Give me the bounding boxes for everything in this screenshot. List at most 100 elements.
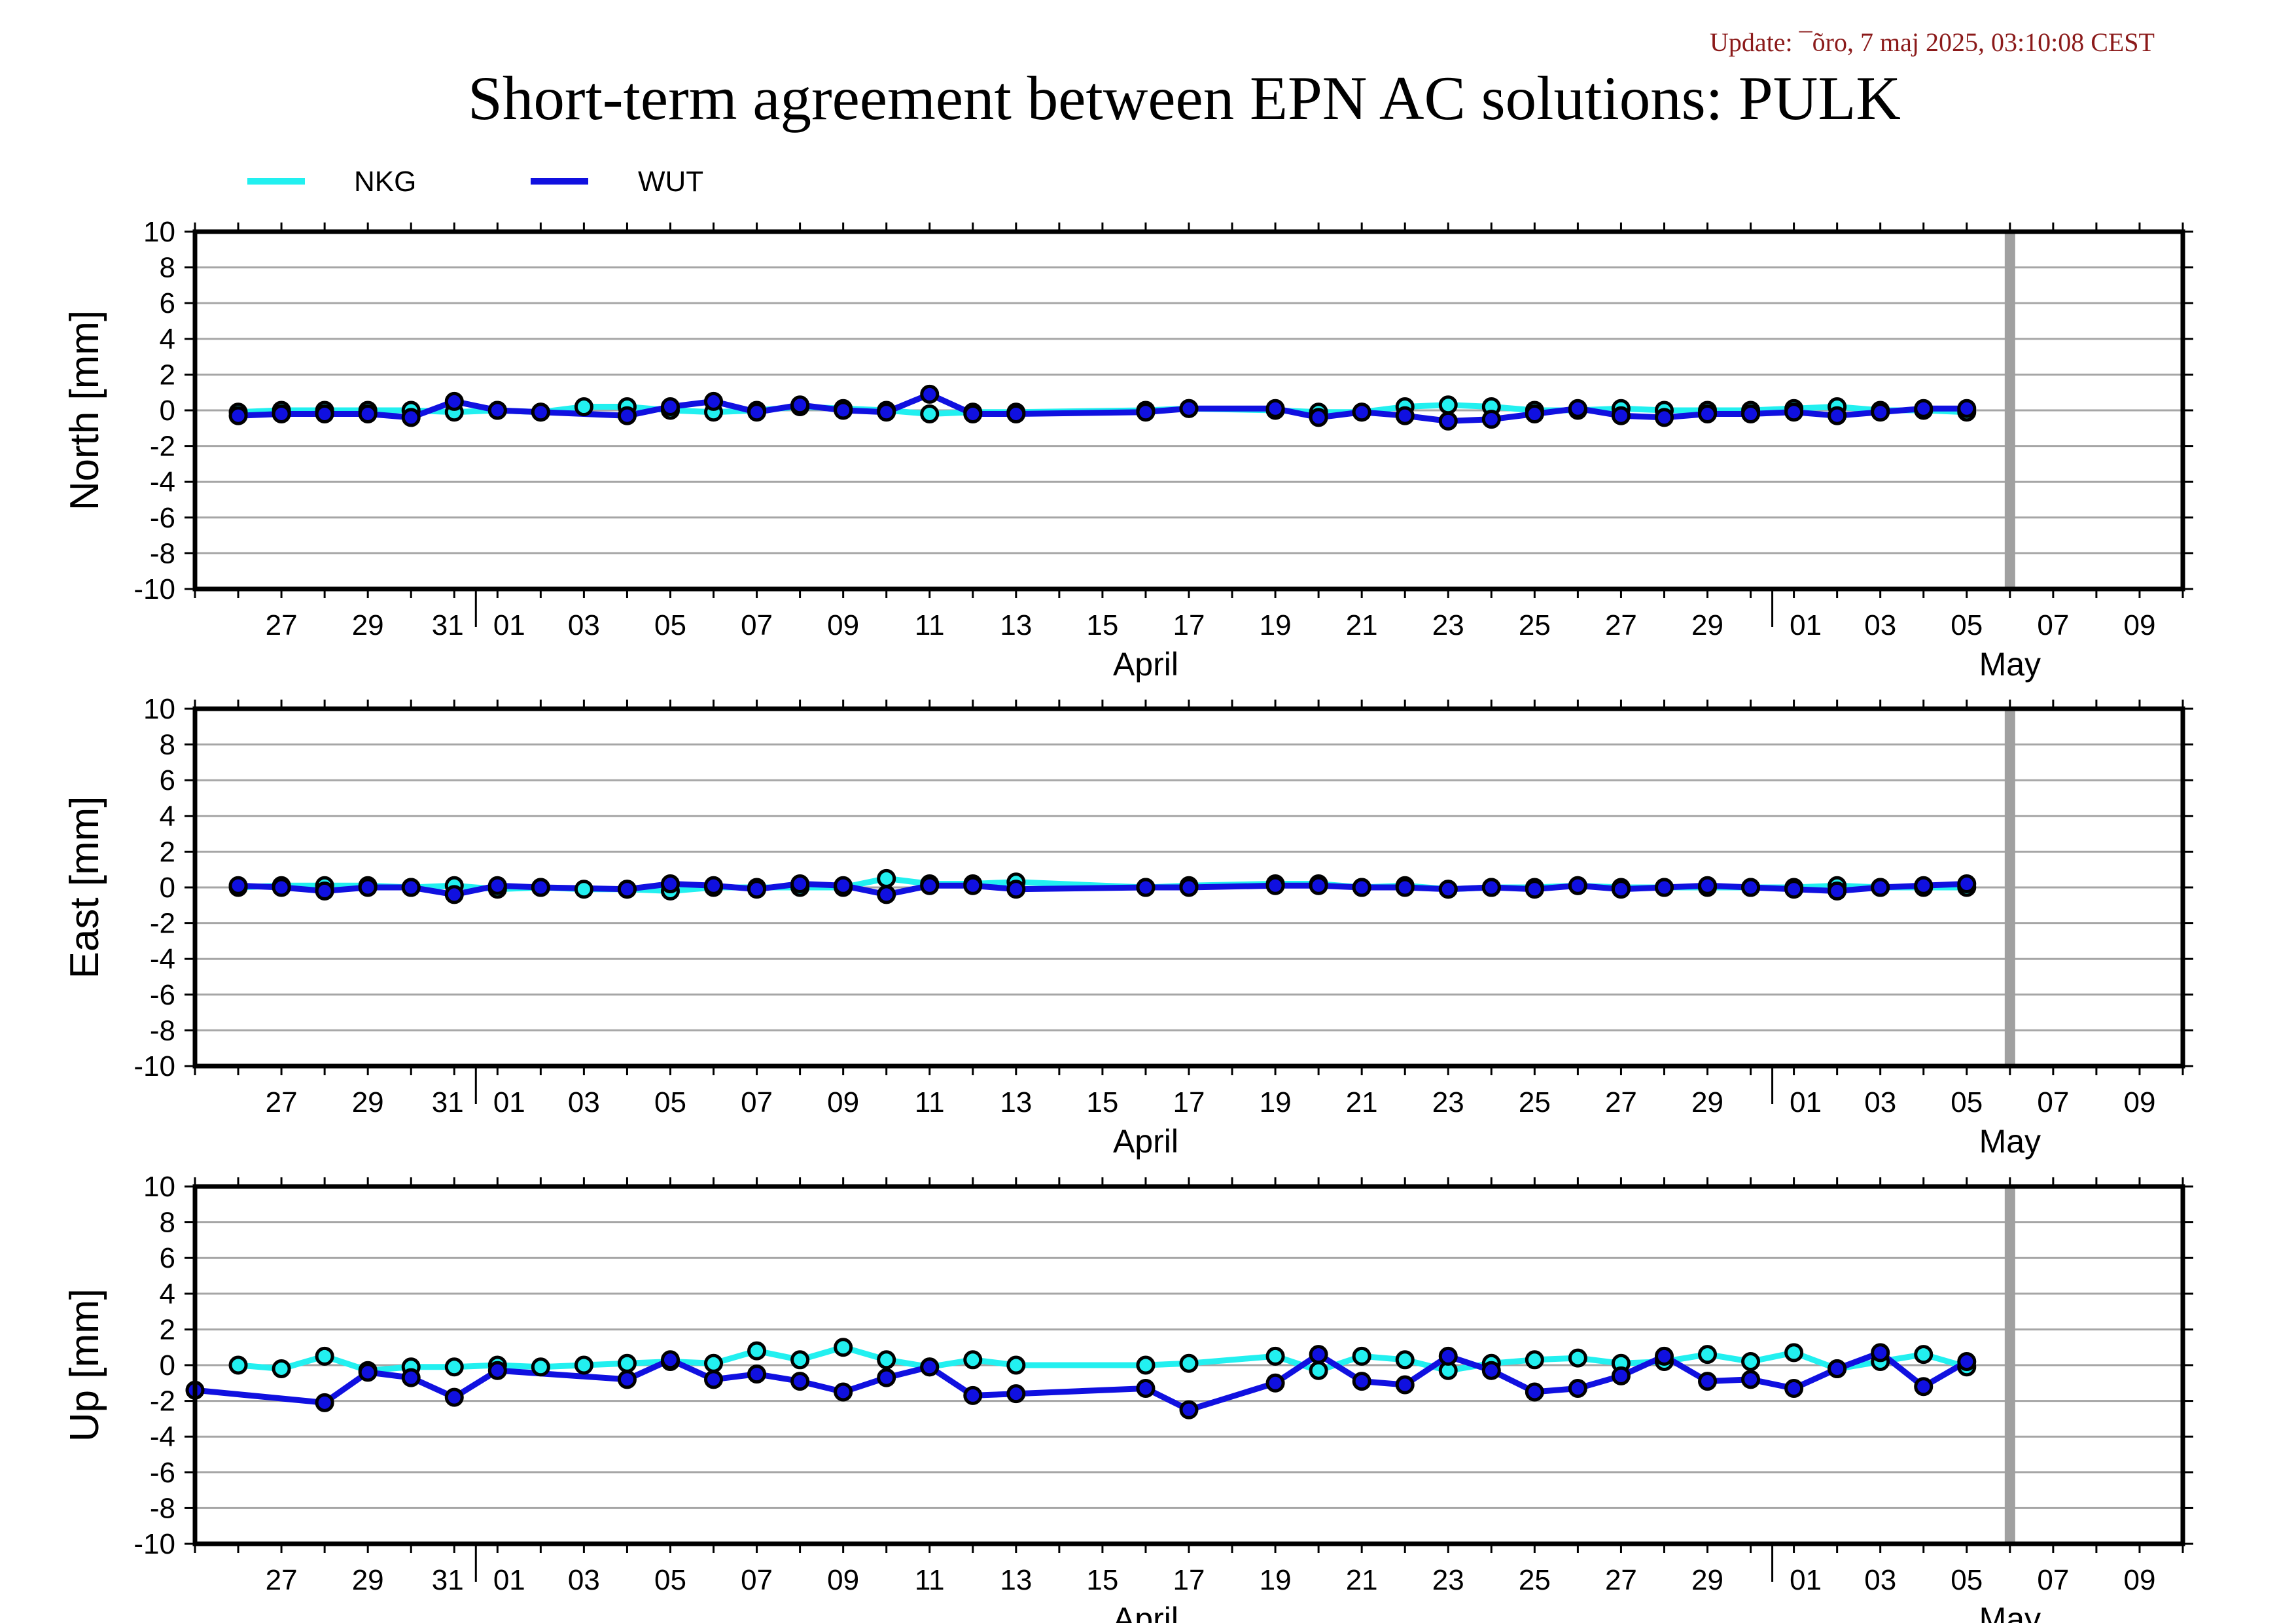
data-point-wut xyxy=(315,881,334,901)
data-point-wut xyxy=(1525,1382,1544,1402)
y-tick-label: 8 xyxy=(160,729,175,761)
data-point-wut xyxy=(660,1350,680,1370)
month-label: May xyxy=(1979,1601,2041,1623)
x-tick-label: 09 xyxy=(2123,609,2155,641)
data-point-wut xyxy=(617,1370,637,1389)
plot-frame xyxy=(192,229,2185,592)
x-tick-label: 03 xyxy=(568,609,600,641)
data-point-wut xyxy=(401,408,421,427)
y-tick-label: 0 xyxy=(160,872,175,904)
current-date-marker xyxy=(2004,709,2015,1066)
data-point-wut xyxy=(1481,1361,1501,1380)
data-point-wut xyxy=(1611,406,1631,425)
y-tick-label: -10 xyxy=(133,1528,175,1560)
data-point-wut xyxy=(1136,878,1156,897)
data-point-nkg xyxy=(1784,1343,1804,1363)
data-point-wut xyxy=(1525,880,1544,899)
current-date-marker xyxy=(2004,1186,2015,1544)
data-point-nkg xyxy=(1741,1352,1761,1372)
data-point-nkg xyxy=(574,1355,593,1375)
data-point-wut xyxy=(660,397,680,417)
x-tick-label: 03 xyxy=(568,1086,600,1118)
legend: NKG WUT xyxy=(247,166,703,198)
x-tick-label: 29 xyxy=(1691,609,1723,641)
data-point-wut xyxy=(1309,1345,1328,1364)
x-tick-label: 29 xyxy=(352,1086,384,1118)
y-tick-label: -2 xyxy=(150,908,175,940)
data-point-wut xyxy=(704,1370,724,1389)
data-point-nkg xyxy=(574,397,593,417)
data-point-wut xyxy=(1352,1372,1371,1391)
data-point-nkg xyxy=(1438,395,1458,415)
data-point-wut xyxy=(228,876,248,895)
data-point-wut xyxy=(531,878,550,897)
data-point-wut xyxy=(1784,880,1804,899)
data-point-wut xyxy=(1438,880,1458,899)
data-point-nkg xyxy=(877,1350,896,1370)
x-tick-label: 19 xyxy=(1260,1086,1292,1118)
y-tick-label: -10 xyxy=(133,573,175,605)
data-point-wut xyxy=(531,402,550,422)
x-tick-label: 21 xyxy=(1346,609,1378,641)
x-tick-label: 11 xyxy=(915,1086,945,1118)
data-point-wut xyxy=(1828,881,1847,901)
y-tick-label: 10 xyxy=(143,1171,175,1203)
data-point-wut xyxy=(444,391,464,411)
x-tick-label: 15 xyxy=(1086,609,1118,641)
data-point-wut xyxy=(272,404,291,423)
data-point-wut xyxy=(920,876,940,895)
y-tick-label: -6 xyxy=(150,502,175,534)
panel-east: 10 86 4 2 0 -2-4 -6-8 -10 27 29 31 01 03 05 07 09 11 13 15… xyxy=(62,693,2193,1160)
series-layer xyxy=(228,384,1977,431)
data-point-wut xyxy=(1784,1378,1804,1398)
data-point-wut xyxy=(834,1382,853,1402)
data-point-nkg xyxy=(1395,1350,1415,1370)
y-tick-label: -8 xyxy=(150,1492,175,1524)
data-point-nkg xyxy=(228,1355,248,1375)
y-tick-label: -4 xyxy=(150,466,175,498)
x-tick-label: 01 xyxy=(1790,1086,1822,1118)
x-tick-label: 09 xyxy=(2123,1086,2155,1118)
data-point-nkg xyxy=(963,1350,983,1370)
data-point-wut xyxy=(834,876,853,895)
y-tick-label: 6 xyxy=(160,1242,175,1274)
x-tick-label: 25 xyxy=(1519,1086,1551,1118)
data-point-wut xyxy=(487,1361,507,1380)
data-point-wut xyxy=(1741,878,1761,897)
x-tick-label: 09 xyxy=(827,609,859,641)
data-point-wut xyxy=(487,876,507,895)
x-tick-label: 29 xyxy=(1691,1086,1723,1118)
data-point-wut xyxy=(1179,1400,1199,1419)
data-point-wut xyxy=(1525,404,1544,423)
y-tick-label: 0 xyxy=(160,395,175,427)
legend-label-wut: WUT xyxy=(638,166,703,198)
x-tick-label: 11 xyxy=(915,1564,945,1596)
data-point-wut xyxy=(1698,876,1718,895)
x-tick-label: 31 xyxy=(432,1086,464,1118)
data-point-nkg xyxy=(617,1353,637,1373)
data-point-nkg xyxy=(574,880,593,899)
series-layer xyxy=(228,868,1977,904)
x-tick-label: 05 xyxy=(654,1564,686,1596)
y-tick-label: -8 xyxy=(150,1014,175,1046)
data-point-wut xyxy=(1136,402,1156,422)
data-point-wut xyxy=(315,1393,334,1412)
x-tick-label: 09 xyxy=(827,1086,859,1118)
x-tick-label: 13 xyxy=(1000,1086,1032,1118)
x-tick-label: 31 xyxy=(432,609,464,641)
panel-north: 10 86 4 2 0 -2-4 -6-8 -10 27 29 31 01 03 05 07 09 11 13 15… xyxy=(62,216,2193,683)
y-tick-label: 4 xyxy=(160,323,175,355)
y-tick-label: -10 xyxy=(133,1050,175,1082)
data-point-wut xyxy=(1568,399,1587,418)
data-point-wut xyxy=(1179,399,1199,418)
data-point-wut xyxy=(358,878,378,897)
y-tick-label: -4 xyxy=(150,943,175,975)
x-tick-label: 27 xyxy=(266,609,298,641)
data-point-nkg xyxy=(1568,1348,1587,1368)
x-tick-label: 27 xyxy=(1605,1086,1637,1118)
data-point-wut xyxy=(1179,878,1199,897)
x-tick-label: 23 xyxy=(1432,1086,1464,1118)
plot-frame xyxy=(192,1184,2185,1546)
x-tick-label: 21 xyxy=(1346,1564,1378,1596)
data-point-wut xyxy=(1741,1370,1761,1389)
